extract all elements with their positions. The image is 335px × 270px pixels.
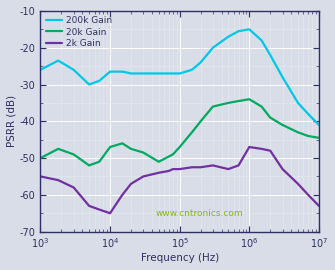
2k Gain bbox=[108, 212, 112, 215]
2k Gain bbox=[296, 182, 300, 185]
2k Gain bbox=[178, 167, 182, 171]
200k Gain bbox=[141, 72, 145, 75]
200k Gain bbox=[296, 101, 300, 104]
200k Gain bbox=[72, 68, 76, 71]
20k Gain bbox=[171, 153, 175, 156]
200k Gain bbox=[268, 53, 272, 57]
2k Gain bbox=[268, 149, 272, 152]
20k Gain bbox=[190, 131, 194, 134]
20k Gain bbox=[120, 142, 124, 145]
20k Gain bbox=[280, 123, 284, 127]
Y-axis label: PSRR (dB): PSRR (dB) bbox=[7, 95, 17, 147]
200k Gain bbox=[226, 35, 230, 38]
200k Gain bbox=[97, 79, 101, 82]
2k Gain bbox=[211, 164, 215, 167]
20k Gain bbox=[72, 153, 76, 156]
2k Gain bbox=[237, 164, 241, 167]
Text: www.cntronics.com: www.cntronics.com bbox=[155, 209, 243, 218]
2k Gain bbox=[120, 193, 124, 197]
200k Gain bbox=[280, 76, 284, 79]
200k Gain bbox=[247, 28, 251, 31]
20k Gain bbox=[157, 160, 161, 163]
200k Gain bbox=[199, 61, 203, 64]
200k Gain bbox=[178, 72, 182, 75]
Line: 2k Gain: 2k Gain bbox=[41, 147, 319, 213]
200k Gain bbox=[237, 29, 241, 33]
20k Gain bbox=[108, 146, 112, 149]
Line: 20k Gain: 20k Gain bbox=[41, 99, 319, 166]
200k Gain bbox=[129, 72, 133, 75]
2k Gain bbox=[129, 182, 133, 185]
200k Gain bbox=[87, 83, 91, 86]
2k Gain bbox=[171, 167, 175, 171]
2k Gain bbox=[141, 175, 145, 178]
Legend: 200k Gain, 20k Gain, 2k Gain: 200k Gain, 20k Gain, 2k Gain bbox=[43, 14, 115, 50]
200k Gain bbox=[56, 59, 60, 62]
20k Gain bbox=[199, 120, 203, 123]
2k Gain bbox=[167, 169, 171, 173]
X-axis label: Frequency (Hz): Frequency (Hz) bbox=[141, 253, 219, 263]
200k Gain bbox=[211, 46, 215, 49]
200k Gain bbox=[171, 72, 175, 75]
20k Gain bbox=[306, 134, 310, 138]
2k Gain bbox=[260, 147, 264, 150]
2k Gain bbox=[72, 186, 76, 189]
200k Gain bbox=[190, 68, 194, 71]
20k Gain bbox=[260, 105, 264, 108]
20k Gain bbox=[141, 151, 145, 154]
20k Gain bbox=[247, 97, 251, 101]
20k Gain bbox=[211, 105, 215, 108]
20k Gain bbox=[178, 146, 182, 149]
20k Gain bbox=[97, 160, 101, 163]
200k Gain bbox=[260, 39, 264, 42]
20k Gain bbox=[268, 116, 272, 119]
200k Gain bbox=[306, 112, 310, 116]
Line: 200k Gain: 200k Gain bbox=[41, 29, 319, 125]
20k Gain bbox=[39, 156, 43, 160]
2k Gain bbox=[157, 171, 161, 174]
2k Gain bbox=[199, 166, 203, 169]
20k Gain bbox=[56, 147, 60, 150]
2k Gain bbox=[97, 208, 101, 211]
2k Gain bbox=[39, 175, 43, 178]
2k Gain bbox=[317, 204, 321, 207]
20k Gain bbox=[317, 136, 321, 139]
20k Gain bbox=[237, 99, 241, 103]
200k Gain bbox=[157, 72, 161, 75]
2k Gain bbox=[280, 167, 284, 171]
2k Gain bbox=[87, 204, 91, 207]
2k Gain bbox=[226, 167, 230, 171]
200k Gain bbox=[120, 70, 124, 73]
20k Gain bbox=[87, 164, 91, 167]
20k Gain bbox=[129, 147, 133, 150]
2k Gain bbox=[190, 166, 194, 169]
200k Gain bbox=[317, 123, 321, 127]
200k Gain bbox=[108, 70, 112, 73]
20k Gain bbox=[226, 101, 230, 104]
200k Gain bbox=[39, 68, 43, 71]
2k Gain bbox=[306, 193, 310, 197]
2k Gain bbox=[56, 178, 60, 182]
2k Gain bbox=[247, 146, 251, 149]
20k Gain bbox=[296, 131, 300, 134]
